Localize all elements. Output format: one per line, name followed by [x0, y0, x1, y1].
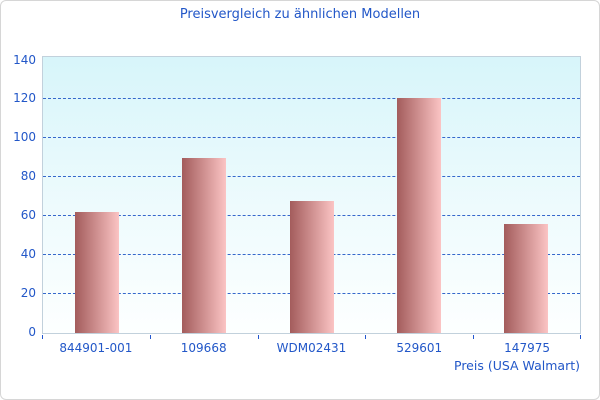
- gridline-100: [43, 137, 580, 139]
- x-category-label-WDM02431: WDM02431: [276, 341, 347, 355]
- x-category-label-147975: 147975: [504, 341, 550, 355]
- bar-WDM02431: [289, 200, 334, 333]
- y-tick-label-120: 120: [13, 91, 36, 106]
- x-axis-title: Preis (USA Walmart): [454, 358, 580, 373]
- x-category-label-109668: 109668: [180, 341, 227, 355]
- x-axis-tick-0: [42, 335, 43, 339]
- bar-147975: [504, 224, 549, 333]
- y-tick-label-0: 0: [28, 325, 36, 339]
- gridline-80: [43, 176, 580, 178]
- y-tick-label-40: 40: [20, 247, 36, 262]
- y-tick-label-140: 140: [13, 52, 36, 67]
- x-axis-tick-3: [365, 335, 367, 339]
- bar-529601: [396, 97, 441, 333]
- bar-109668: [182, 157, 227, 333]
- x-category-label-529601: 529601: [396, 341, 443, 355]
- gridline-120: [43, 98, 580, 100]
- y-tick-label-20: 20: [20, 286, 36, 301]
- plot-area: [42, 56, 581, 334]
- y-tick-label-100: 100: [13, 130, 36, 145]
- y-tick-label-80: 80: [20, 169, 36, 184]
- x-axis-tick-1: [149, 335, 151, 339]
- x-axis-tick-2: [257, 335, 259, 339]
- x-axis-tick-5: [580, 335, 581, 339]
- chart-title: Preisvergleich zu ähnlichen Modellen: [179, 7, 421, 22]
- x-axis-tick-4: [473, 335, 475, 339]
- y-tick-label-60: 60: [20, 208, 36, 223]
- x-category-label-844901-001: 844901-001: [59, 341, 133, 355]
- bar-844901-001: [74, 212, 119, 333]
